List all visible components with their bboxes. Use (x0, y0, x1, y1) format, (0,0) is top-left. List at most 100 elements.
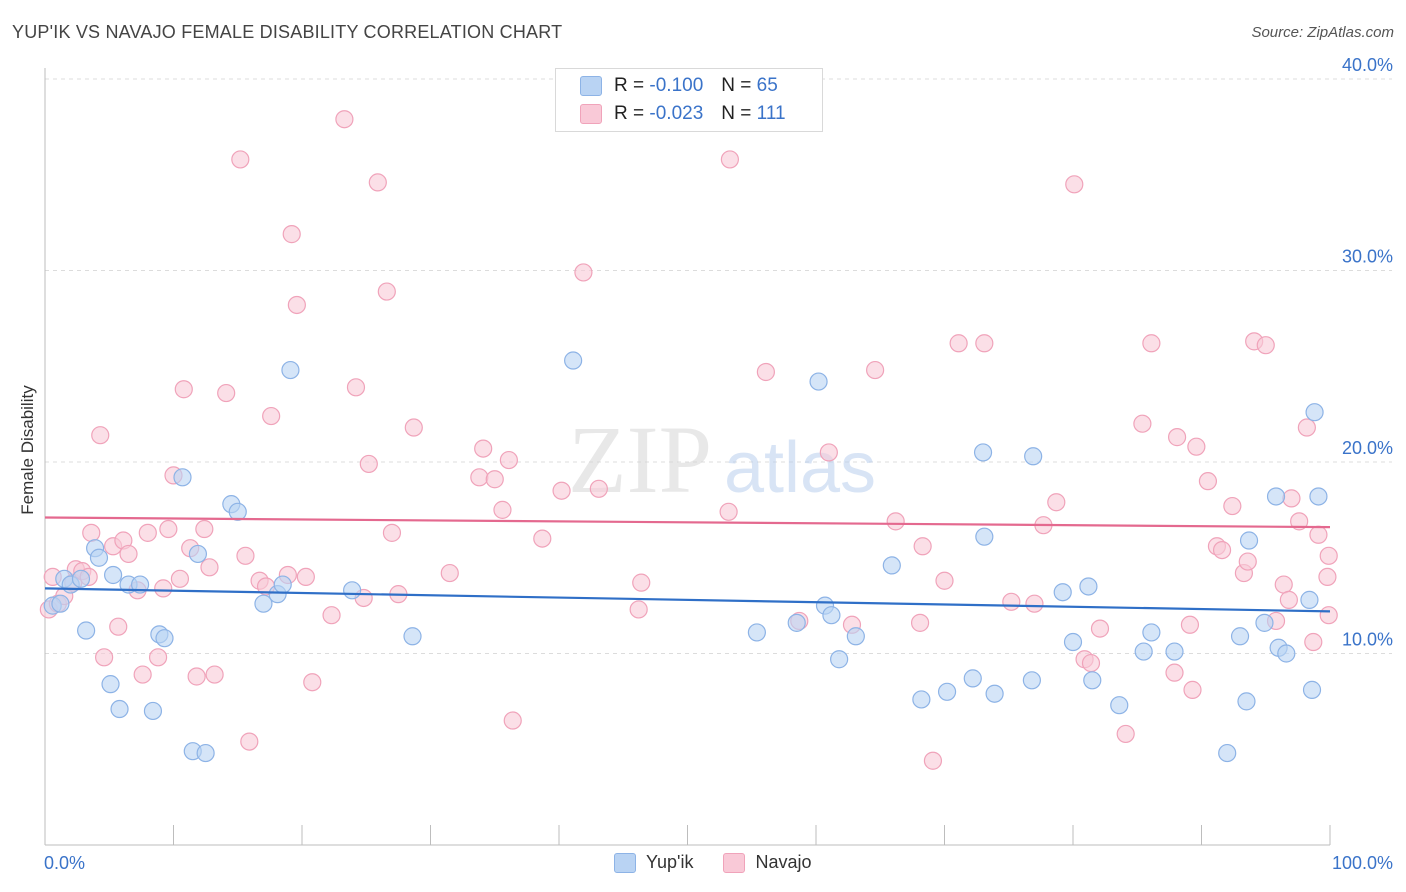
navajo-point (866, 360, 885, 380)
navajo-point (1180, 615, 1200, 634)
watermark-atlas: atlas (724, 428, 876, 508)
yupik-point (1266, 487, 1286, 506)
yupik-point (1022, 671, 1041, 690)
navajo-swatch (580, 104, 602, 124)
navajo-point (1198, 472, 1218, 491)
yupik-point (1255, 613, 1274, 632)
yupik-point (1237, 692, 1256, 711)
yupik-point (273, 575, 292, 594)
navajo-point (1165, 663, 1184, 682)
yupik-point (882, 556, 901, 575)
navajo-point (913, 537, 932, 556)
navajo-point (404, 418, 423, 437)
navajo-point (133, 665, 152, 684)
yupik-point (1230, 627, 1250, 646)
legend-item-navajo[interactable]: Navajo (723, 852, 812, 873)
navajo-point (287, 295, 306, 315)
y-tick-label: 30.0% (1342, 247, 1393, 267)
navajo-point (720, 150, 740, 169)
navajo-point (1274, 575, 1293, 594)
yupik-point (155, 629, 174, 648)
navajo-point (1282, 489, 1301, 508)
navajo-point (629, 600, 648, 619)
navajo-point (474, 439, 493, 458)
navajo-point (499, 450, 518, 470)
navajo-point (589, 479, 608, 498)
chart-title: YUP'IK VS NAVAJO FEMALE DISABILITY CORRE… (12, 22, 563, 42)
yupik-point (1142, 623, 1161, 642)
navajo-point (503, 711, 522, 730)
yupik-point (1083, 671, 1102, 690)
yupik-point (281, 360, 300, 380)
yupik-point (104, 565, 123, 585)
navajo-point (819, 443, 838, 462)
yupik-point (809, 372, 828, 391)
y-tick-label: 10.0% (1342, 630, 1393, 650)
navajo-point (240, 732, 259, 751)
navajo-point (1290, 512, 1309, 531)
yupik-point (912, 690, 931, 709)
yupik-legend-swatch (614, 852, 636, 873)
series-legend: Yup'ik Navajo (614, 852, 842, 873)
yupik-point (130, 575, 150, 594)
trend-lines (44, 516, 1331, 613)
navajo-point (1212, 540, 1232, 560)
yupik-point (846, 627, 865, 646)
stats-legend: R = -0.100 N = 65 R = -0.023 N = 111 (555, 68, 823, 132)
y-tick-label: 20.0% (1342, 438, 1393, 458)
navajo-point (574, 263, 593, 282)
navajo-point (1238, 552, 1257, 571)
watermark: ZIP atlas (568, 406, 876, 513)
navajo-point (1304, 632, 1323, 652)
navajo-point (552, 481, 571, 500)
navajo-point (377, 282, 396, 301)
navajo-point (1319, 606, 1338, 625)
navajo-point (231, 150, 250, 169)
navajo-point (485, 470, 504, 489)
navajo-point (949, 334, 968, 353)
yupik-point (143, 701, 163, 721)
navajo-point (440, 563, 459, 583)
legend-item-yupik[interactable]: Yup'ik (614, 852, 693, 873)
yupik-point (830, 650, 849, 669)
yupik-point (787, 613, 806, 632)
yupik-point (1239, 531, 1259, 550)
tick-labels: 10.0% 20.0% 30.0% 40.0% 0.0% 100.0% (44, 55, 1393, 873)
navajo-point (154, 579, 173, 598)
yupik-point (1063, 632, 1083, 652)
yupik-point (822, 606, 841, 625)
navajo-point (170, 569, 190, 588)
yupik-point (228, 502, 247, 521)
yupik-trend-line (44, 587, 1331, 613)
n-label: N = (721, 75, 752, 96)
navajo-point (1223, 496, 1242, 516)
navajo-point (282, 225, 301, 244)
yupik-point (71, 569, 91, 588)
navajo-point (1279, 590, 1298, 609)
navajo-point (1116, 724, 1135, 744)
navajo-point (886, 512, 905, 531)
yupik-point (747, 623, 766, 642)
yupik-point (1024, 447, 1043, 466)
yupik-point (101, 675, 120, 694)
navajo-point (1081, 653, 1101, 673)
navajo-point (533, 529, 552, 548)
navajo-point (187, 667, 206, 686)
navajo-point (1002, 592, 1021, 611)
yupik-point (173, 468, 192, 487)
navajo-point (159, 519, 178, 539)
yupik-point (254, 594, 273, 613)
navajo-point (1065, 175, 1084, 194)
navajo-point (296, 567, 315, 587)
navajo-point (1142, 334, 1161, 353)
navajo-point (119, 544, 138, 564)
navajo-point (1167, 428, 1187, 447)
yupik-point (1302, 680, 1322, 699)
yupik-point (89, 548, 109, 567)
navajo-point (1090, 619, 1110, 638)
yupik-point (1165, 642, 1184, 661)
navajo-point (200, 558, 219, 577)
yupik-point (1110, 696, 1129, 715)
yupik-point (196, 743, 215, 763)
